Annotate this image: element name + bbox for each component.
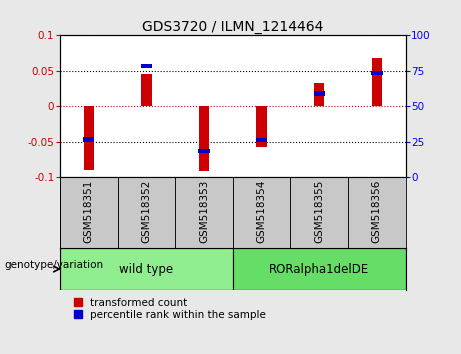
Bar <box>60 177 118 248</box>
Bar <box>256 138 267 142</box>
Bar <box>198 149 210 153</box>
Bar <box>372 58 382 106</box>
Legend: transformed count, percentile rank within the sample: transformed count, percentile rank withi… <box>71 296 268 322</box>
Title: GDS3720 / ILMN_1214464: GDS3720 / ILMN_1214464 <box>142 21 324 34</box>
Bar <box>175 177 233 248</box>
Bar <box>233 248 406 290</box>
Bar <box>256 106 267 147</box>
Bar <box>313 91 325 96</box>
Text: GSM518352: GSM518352 <box>142 179 151 243</box>
Text: GSM518355: GSM518355 <box>314 179 324 243</box>
Bar <box>118 177 175 248</box>
Text: wild type: wild type <box>119 263 173 275</box>
Bar <box>199 106 209 171</box>
Text: GSM518356: GSM518356 <box>372 179 382 243</box>
Bar <box>141 74 152 106</box>
Text: GSM518353: GSM518353 <box>199 179 209 243</box>
Bar <box>83 106 94 170</box>
Text: GSM518354: GSM518354 <box>257 179 266 243</box>
Bar <box>290 177 348 248</box>
Bar <box>60 248 233 290</box>
Text: genotype/variation: genotype/variation <box>5 261 104 270</box>
Bar <box>371 71 383 75</box>
Bar <box>141 64 152 68</box>
Text: GSM518351: GSM518351 <box>84 179 94 243</box>
Bar <box>83 137 95 142</box>
Bar <box>348 177 406 248</box>
Bar <box>314 83 325 106</box>
Text: RORalpha1delDE: RORalpha1delDE <box>269 263 369 275</box>
Bar <box>233 177 290 248</box>
